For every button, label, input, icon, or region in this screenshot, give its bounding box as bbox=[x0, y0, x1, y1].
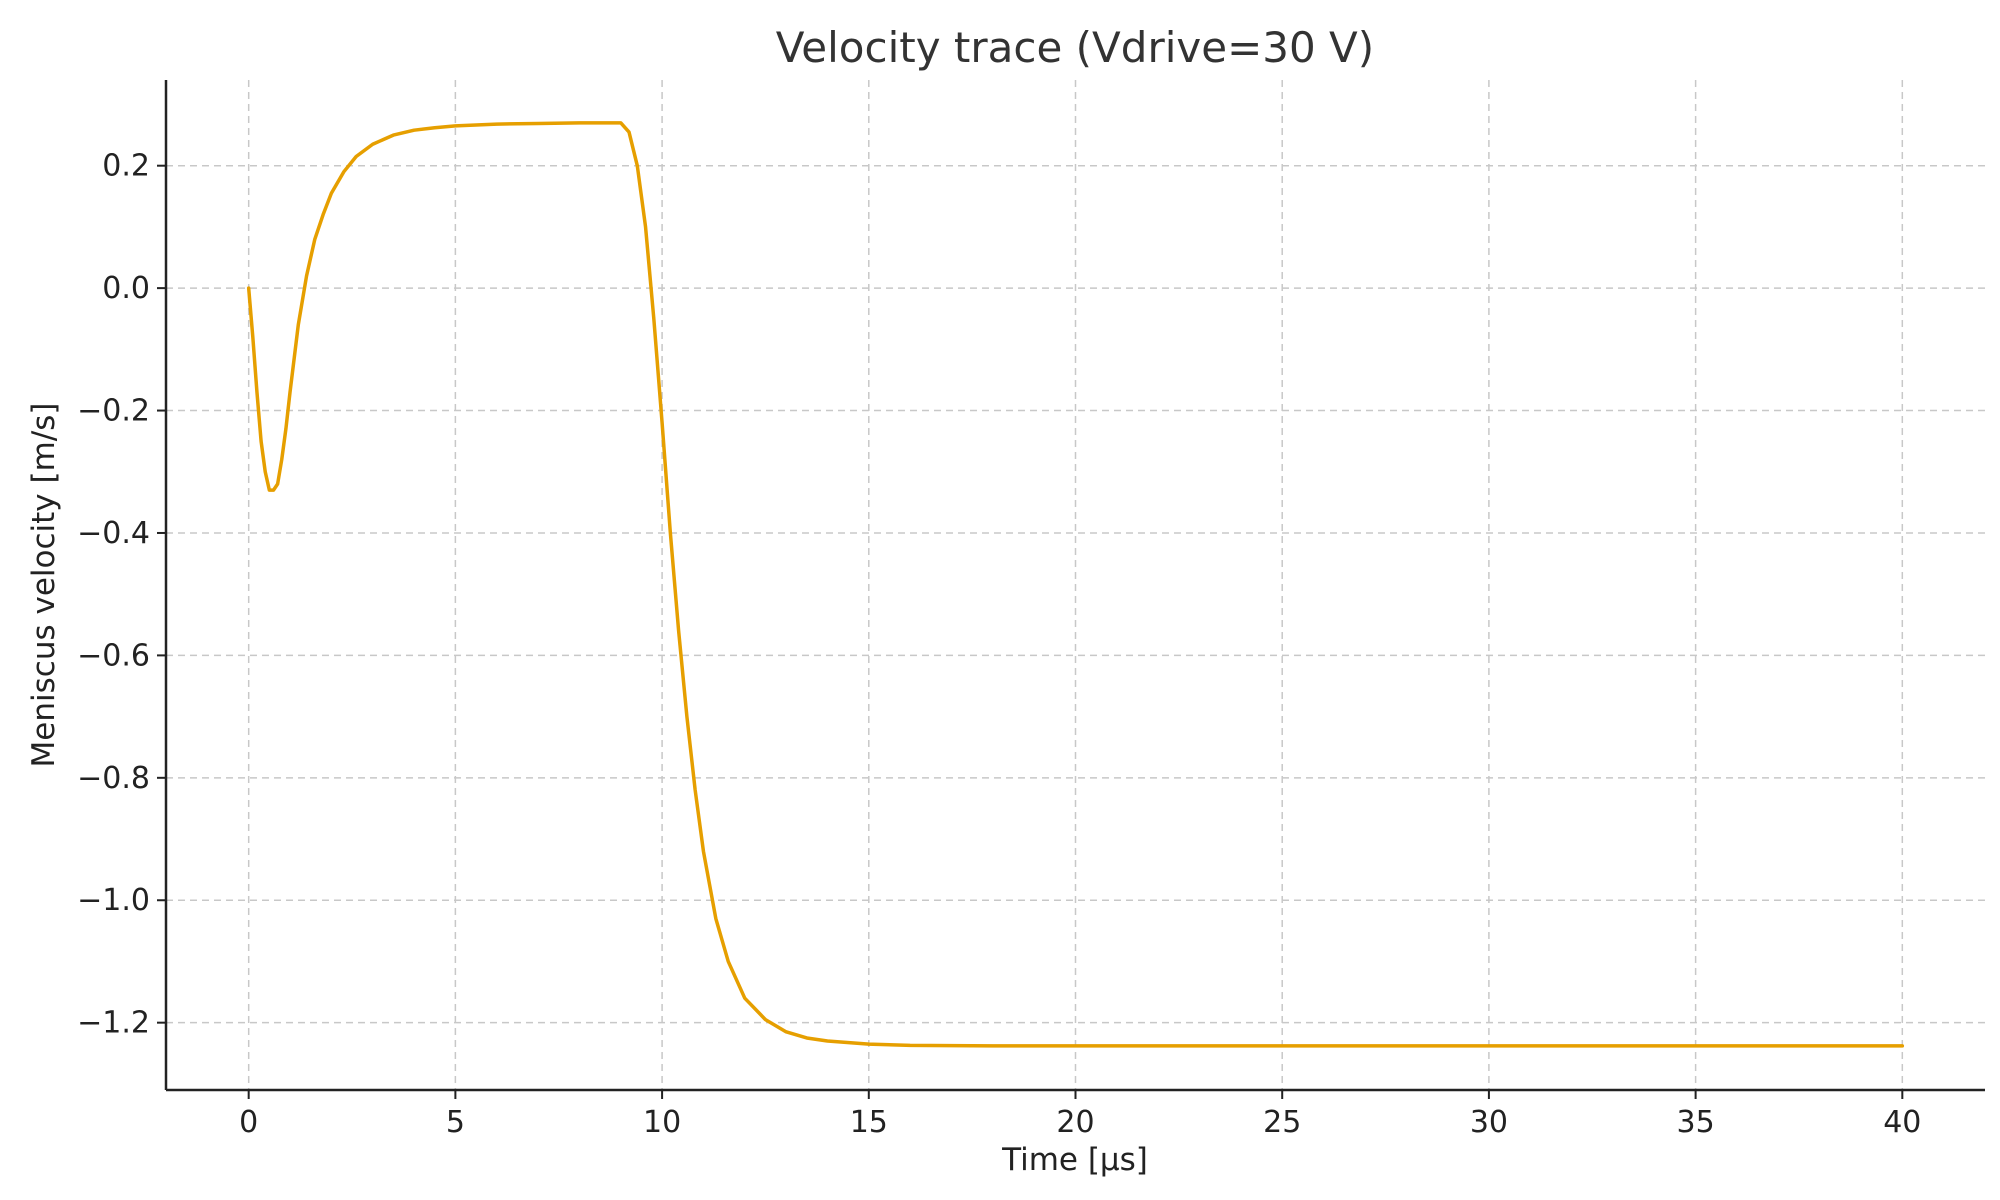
x-axis-label: Time [µs] bbox=[1001, 1142, 1148, 1178]
y-axis-label: Meniscus velocity [m/s] bbox=[26, 403, 62, 768]
x-tick-label: 15 bbox=[850, 1105, 888, 1140]
y-tick-label: −0.8 bbox=[77, 761, 150, 796]
x-tick-label: 10 bbox=[643, 1105, 681, 1140]
x-tick-label: 5 bbox=[446, 1105, 465, 1140]
x-tick-label: 0 bbox=[239, 1105, 258, 1140]
chart-title: Velocity trace (Vdrive=30 V) bbox=[776, 23, 1374, 72]
y-ticks: 0.2 0.0 −0.2 −0.4 −0.6 −0.8 −1.0 −1.2 bbox=[77, 149, 166, 1041]
x-tick-label: 30 bbox=[1470, 1105, 1508, 1140]
y-tick-label: −0.4 bbox=[77, 516, 150, 551]
y-tick-label: 0.2 bbox=[102, 149, 150, 184]
y-tick-label: −1.0 bbox=[77, 883, 150, 918]
x-ticks: 0 5 10 15 20 25 30 35 40 bbox=[239, 1090, 1921, 1140]
x-tick-label: 35 bbox=[1677, 1105, 1715, 1140]
series-line-0 bbox=[246, 121, 1905, 1048]
y-tick-label: −0.6 bbox=[77, 638, 150, 673]
x-tick-label: 40 bbox=[1883, 1105, 1921, 1140]
y-tick-label: −0.2 bbox=[77, 394, 150, 429]
x-tick-label: 25 bbox=[1263, 1105, 1301, 1140]
x-tick-label: 20 bbox=[1056, 1105, 1094, 1140]
y-tick-label: −1.2 bbox=[77, 1006, 150, 1041]
series-layer bbox=[246, 121, 1905, 1048]
y-tick-label: 0.0 bbox=[102, 271, 150, 306]
grid bbox=[166, 80, 1985, 1090]
